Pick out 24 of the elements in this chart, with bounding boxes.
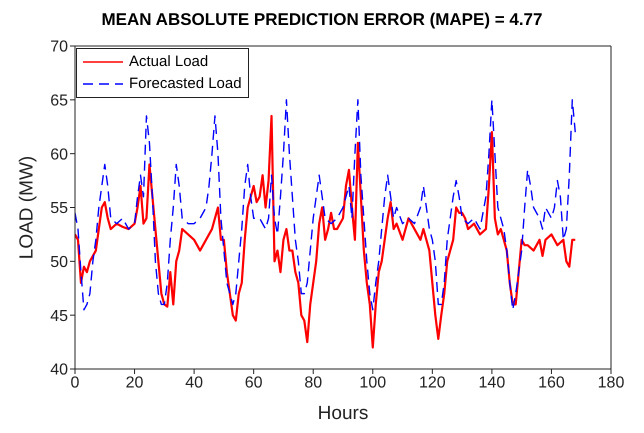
legend-label: Forecasted Load <box>129 74 242 94</box>
y-tick-label: 70 <box>50 38 68 56</box>
y-tick-label: 45 <box>50 308 68 325</box>
legend-label: Actual Load <box>129 52 208 72</box>
x-tick-label: 60 <box>244 374 263 392</box>
x-tick-label: 140 <box>478 374 506 392</box>
y-axis-title: LOAD (MW) <box>16 156 38 260</box>
y-tick-label: 50 <box>50 254 68 272</box>
x-axis-title: Hours <box>318 403 368 424</box>
line-series <box>75 99 576 310</box>
y-tick-label: 55 <box>50 200 68 218</box>
y-tick-label: 40 <box>50 362 68 379</box>
x-tick-label: 100 <box>359 374 386 392</box>
x-tick-label: 80 <box>304 374 322 392</box>
x-tick-label: 160 <box>538 374 565 392</box>
chart-title: MEAN ABSOLUTE PREDICTION ERROR (MAPE) = 4.77 <box>100 10 544 30</box>
x-tick-label: 120 <box>418 374 446 392</box>
x-tick-label: 180 <box>598 374 624 392</box>
x-tick-label: 20 <box>126 374 144 392</box>
line-series <box>75 114 576 349</box>
x-tick-label: 0 <box>70 374 80 392</box>
y-tick-label: 65 <box>50 92 68 110</box>
y-tick-label: 60 <box>50 146 68 164</box>
x-tick-label: 40 <box>185 374 204 392</box>
